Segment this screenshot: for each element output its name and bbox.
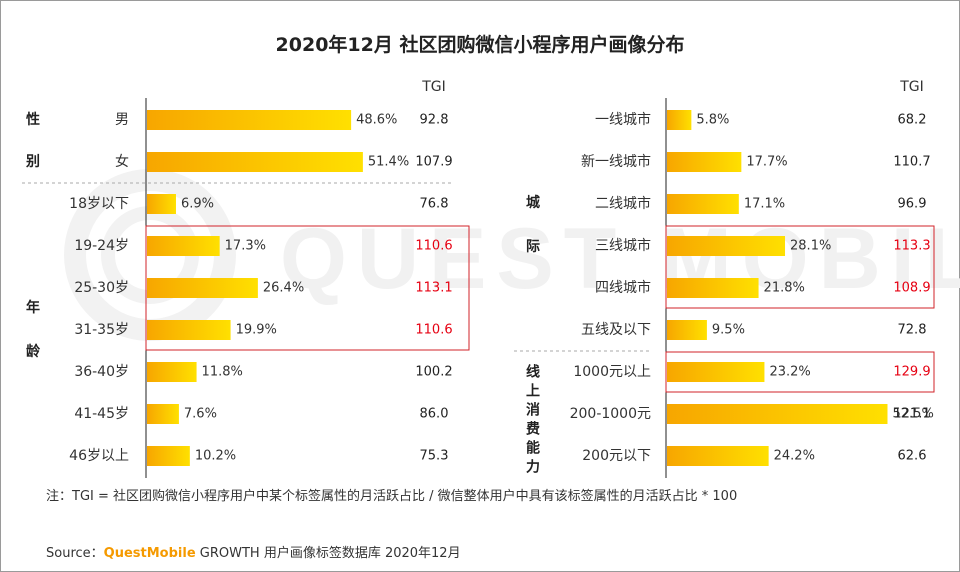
- bar: [667, 152, 742, 172]
- value-label: 17.3%: [225, 239, 266, 254]
- tgi-value: 113.1: [415, 281, 452, 296]
- source-line: Source：QuestMobile GROWTH 用户画像标签数据库 2020…: [46, 542, 461, 561]
- source-suffix: GROWTH 用户画像标签数据库 2020年12月: [195, 546, 461, 561]
- source-brand: QuestMobile: [103, 546, 196, 561]
- bar: [147, 404, 179, 424]
- bar: [667, 278, 759, 298]
- value-label: 6.9%: [181, 197, 214, 212]
- category-label: 19-24岁: [74, 238, 129, 254]
- bar: [147, 446, 190, 466]
- category-label: 一线城市: [595, 111, 651, 128]
- category-label: 新一线城市: [581, 153, 651, 170]
- value-label: 21.8%: [764, 281, 805, 296]
- tgi-value: 62.6: [898, 449, 927, 464]
- value-label: 11.8%: [202, 365, 243, 380]
- tgi-value: 110.6: [415, 239, 452, 254]
- bar: [147, 194, 176, 214]
- tgi-value: 121.1: [893, 407, 930, 422]
- bar: [147, 362, 197, 382]
- category-label: 1000元以上: [573, 364, 651, 380]
- tgi-value: 86.0: [420, 407, 449, 422]
- highlight-box: [665, 225, 935, 309]
- highlight-box: [145, 225, 470, 351]
- footnote: 注：TGI = 社区团购微信小程序用户中某个标签属性的月活跃占比 / 微信整体用…: [46, 489, 738, 504]
- tgi-value: 68.2: [898, 113, 927, 128]
- bar: [147, 110, 352, 130]
- bar: [667, 404, 888, 424]
- group-label-char: 消: [526, 402, 540, 419]
- tgi-value: 100.2: [415, 365, 452, 380]
- group-label-char: 年: [26, 299, 40, 316]
- value-label: 17.1%: [744, 197, 785, 212]
- category-label: 二线城市: [595, 195, 651, 212]
- category-label: 18岁以下: [69, 196, 129, 212]
- bar: [667, 320, 707, 340]
- bar: [667, 194, 739, 214]
- value-label: 23.2%: [769, 365, 810, 380]
- category-label: 男: [115, 112, 129, 128]
- group-label-char: 城: [526, 194, 540, 211]
- category-label: 41-45岁: [74, 406, 129, 422]
- category-label: 四线城市: [595, 279, 651, 296]
- value-label: 52.5%: [893, 407, 934, 422]
- group-label-char: 龄: [26, 343, 41, 360]
- group-label-char: 费: [526, 421, 540, 438]
- tgi-value: 75.3: [420, 449, 449, 464]
- value-label: 26.4%: [263, 281, 304, 296]
- value-label: 19.9%: [236, 323, 277, 338]
- category-label: 25-30岁: [74, 280, 129, 296]
- category-label: 36-40岁: [74, 364, 129, 380]
- value-label: 7.6%: [184, 407, 217, 422]
- bar: [667, 446, 769, 466]
- bar: [667, 236, 786, 256]
- value-label: 28.1%: [790, 239, 831, 254]
- group-label-char: 力: [526, 459, 540, 476]
- tgi-value: 108.9: [893, 281, 930, 296]
- value-label: 17.7%: [746, 155, 787, 170]
- bar: [147, 152, 363, 172]
- category-label: 200元以下: [582, 448, 651, 464]
- group-label-char: 上: [526, 384, 540, 400]
- category-label: 女: [115, 153, 129, 170]
- highlight-box: [665, 351, 935, 393]
- watermark-text: QUEST MOBILE: [280, 211, 960, 307]
- group-label-char: 能: [526, 440, 540, 457]
- tgi-value: 129.9: [893, 365, 930, 380]
- tgi-header: TGI: [899, 79, 924, 95]
- tgi-value: 96.9: [898, 197, 927, 212]
- tgi-value: 110.7: [893, 155, 930, 170]
- bar: [667, 110, 692, 130]
- tgi-value: 92.8: [420, 113, 449, 128]
- group-label-char: 别: [25, 154, 40, 170]
- bar: [147, 236, 220, 256]
- tgi-value: 107.9: [415, 155, 452, 170]
- chart-title: 2020年12月 社区团购微信小程序用户画像分布: [275, 34, 685, 56]
- tgi-header: TGI: [421, 79, 446, 95]
- category-label: 三线城市: [595, 237, 651, 254]
- bar: [147, 320, 231, 340]
- category-label: 五线及以下: [581, 322, 651, 338]
- value-label: 48.6%: [356, 113, 397, 128]
- bar: [147, 278, 258, 298]
- value-label: 9.5%: [712, 323, 745, 338]
- tgi-value: 72.8: [898, 323, 927, 338]
- tgi-value: 113.3: [893, 239, 930, 254]
- value-label: 10.2%: [195, 449, 236, 464]
- tgi-value: 76.8: [420, 197, 449, 212]
- category-label: 200-1000元: [570, 406, 651, 422]
- value-label: 24.2%: [774, 449, 815, 464]
- group-label-char: 际: [526, 239, 540, 255]
- value-label: 5.8%: [696, 113, 729, 128]
- tgi-value: 110.6: [415, 323, 452, 338]
- group-label-char: 线: [526, 364, 540, 381]
- group-label-char: 性: [26, 111, 40, 128]
- source-prefix: Source：: [46, 546, 104, 561]
- category-label: 46岁以上: [69, 448, 129, 464]
- bar: [667, 362, 765, 382]
- category-label: 31-35岁: [74, 322, 129, 338]
- value-label: 51.4%: [368, 155, 409, 170]
